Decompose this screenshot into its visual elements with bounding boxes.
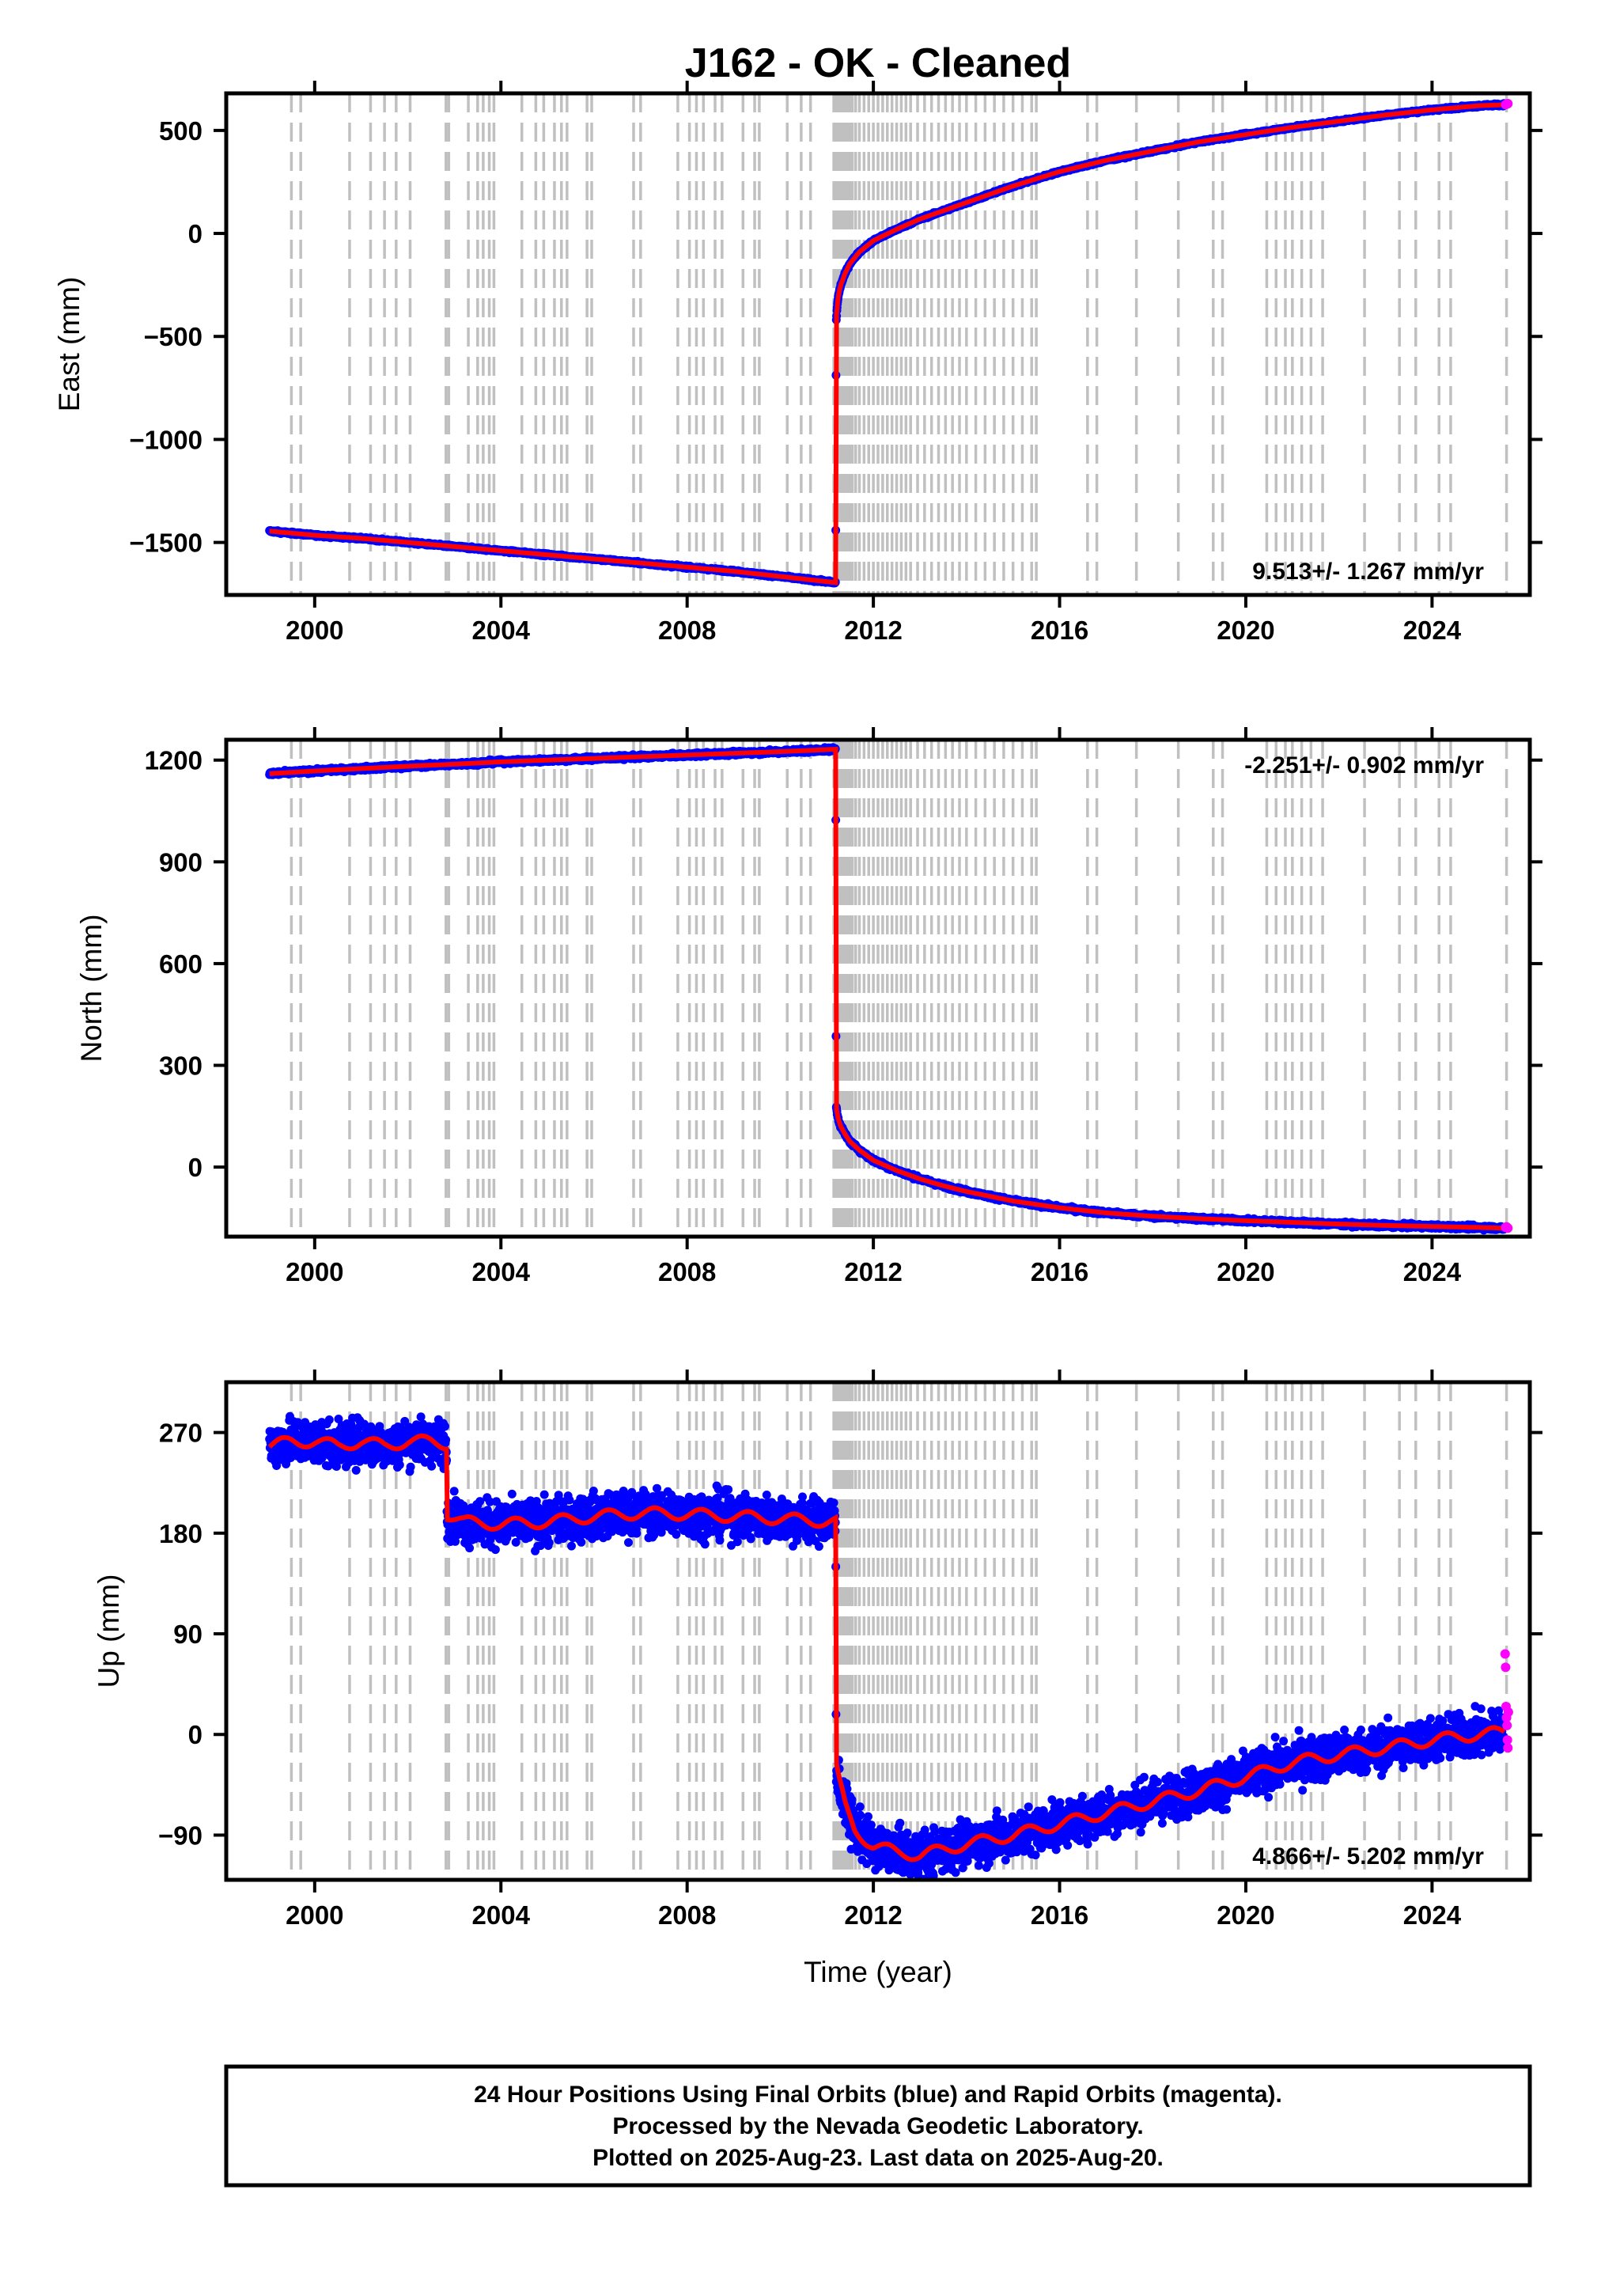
x-tick-label: 2000 [286, 616, 343, 645]
y-tick-label: 0 [188, 219, 202, 248]
chart-title: J162 - OK - Cleaned [685, 40, 1071, 86]
y-tick-label: 500 [159, 116, 202, 146]
y-tick-label: −1000 [129, 425, 202, 454]
east-panel: 500 0 −500 −1000 −1500 2000 2004 2008 2012 2016 20… [53, 81, 1542, 645]
y-tick-label: −500 [144, 322, 202, 351]
y-tick-label: −1500 [129, 529, 202, 558]
x-tick-label: 2004 [472, 616, 531, 645]
x-tick-label: 2012 [844, 616, 902, 645]
x-tick-label: 2016 [1031, 616, 1088, 645]
x-tick-label: 2008 [658, 616, 716, 645]
y-axis-label: East (mm) [53, 277, 85, 412]
rapid-orbit-point [1503, 99, 1513, 108]
event-lines [290, 740, 1508, 1237]
x-tick-label: 2020 [1217, 616, 1274, 645]
rate-annotation: 9.513+/- 1.267 mm/yr [1252, 559, 1484, 585]
x-tick-label: 2024 [1403, 616, 1462, 645]
event-lines [290, 93, 1508, 595]
